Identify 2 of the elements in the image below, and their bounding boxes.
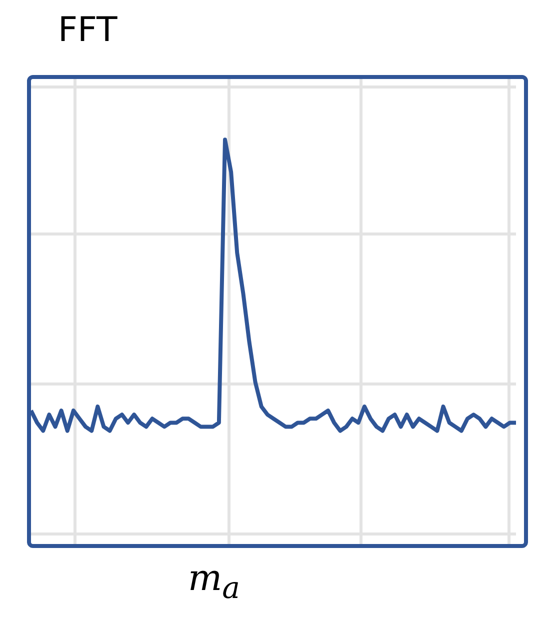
chart-title: FFT (58, 10, 118, 50)
x-axis-title: m$_{a}$ (188, 558, 240, 606)
